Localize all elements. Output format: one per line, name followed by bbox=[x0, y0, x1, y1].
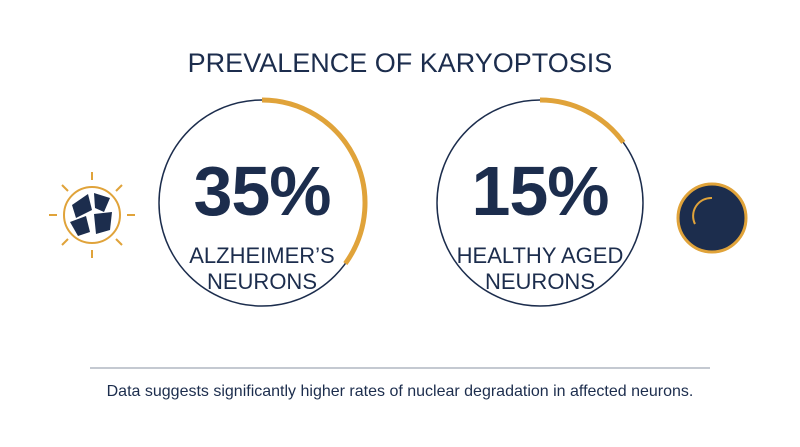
footnote: Data suggests significantly higher rates… bbox=[106, 383, 694, 400]
nucleus-fragments bbox=[70, 193, 112, 236]
value-label: 15% bbox=[471, 152, 609, 230]
fragmented-cell-icon bbox=[49, 172, 135, 258]
category-label: HEALTHY AGED NEURONS bbox=[456, 243, 624, 294]
gauge-arc bbox=[261, 97, 368, 266]
gauge-arc bbox=[539, 97, 626, 144]
chart-title: PREVALENCE OF KARYOPTOSIS bbox=[187, 48, 613, 78]
healthy-cell-icon bbox=[676, 182, 748, 254]
value-label: 35% bbox=[193, 152, 331, 230]
category-label: ALZHEIMER’S NEURONS bbox=[189, 243, 335, 294]
